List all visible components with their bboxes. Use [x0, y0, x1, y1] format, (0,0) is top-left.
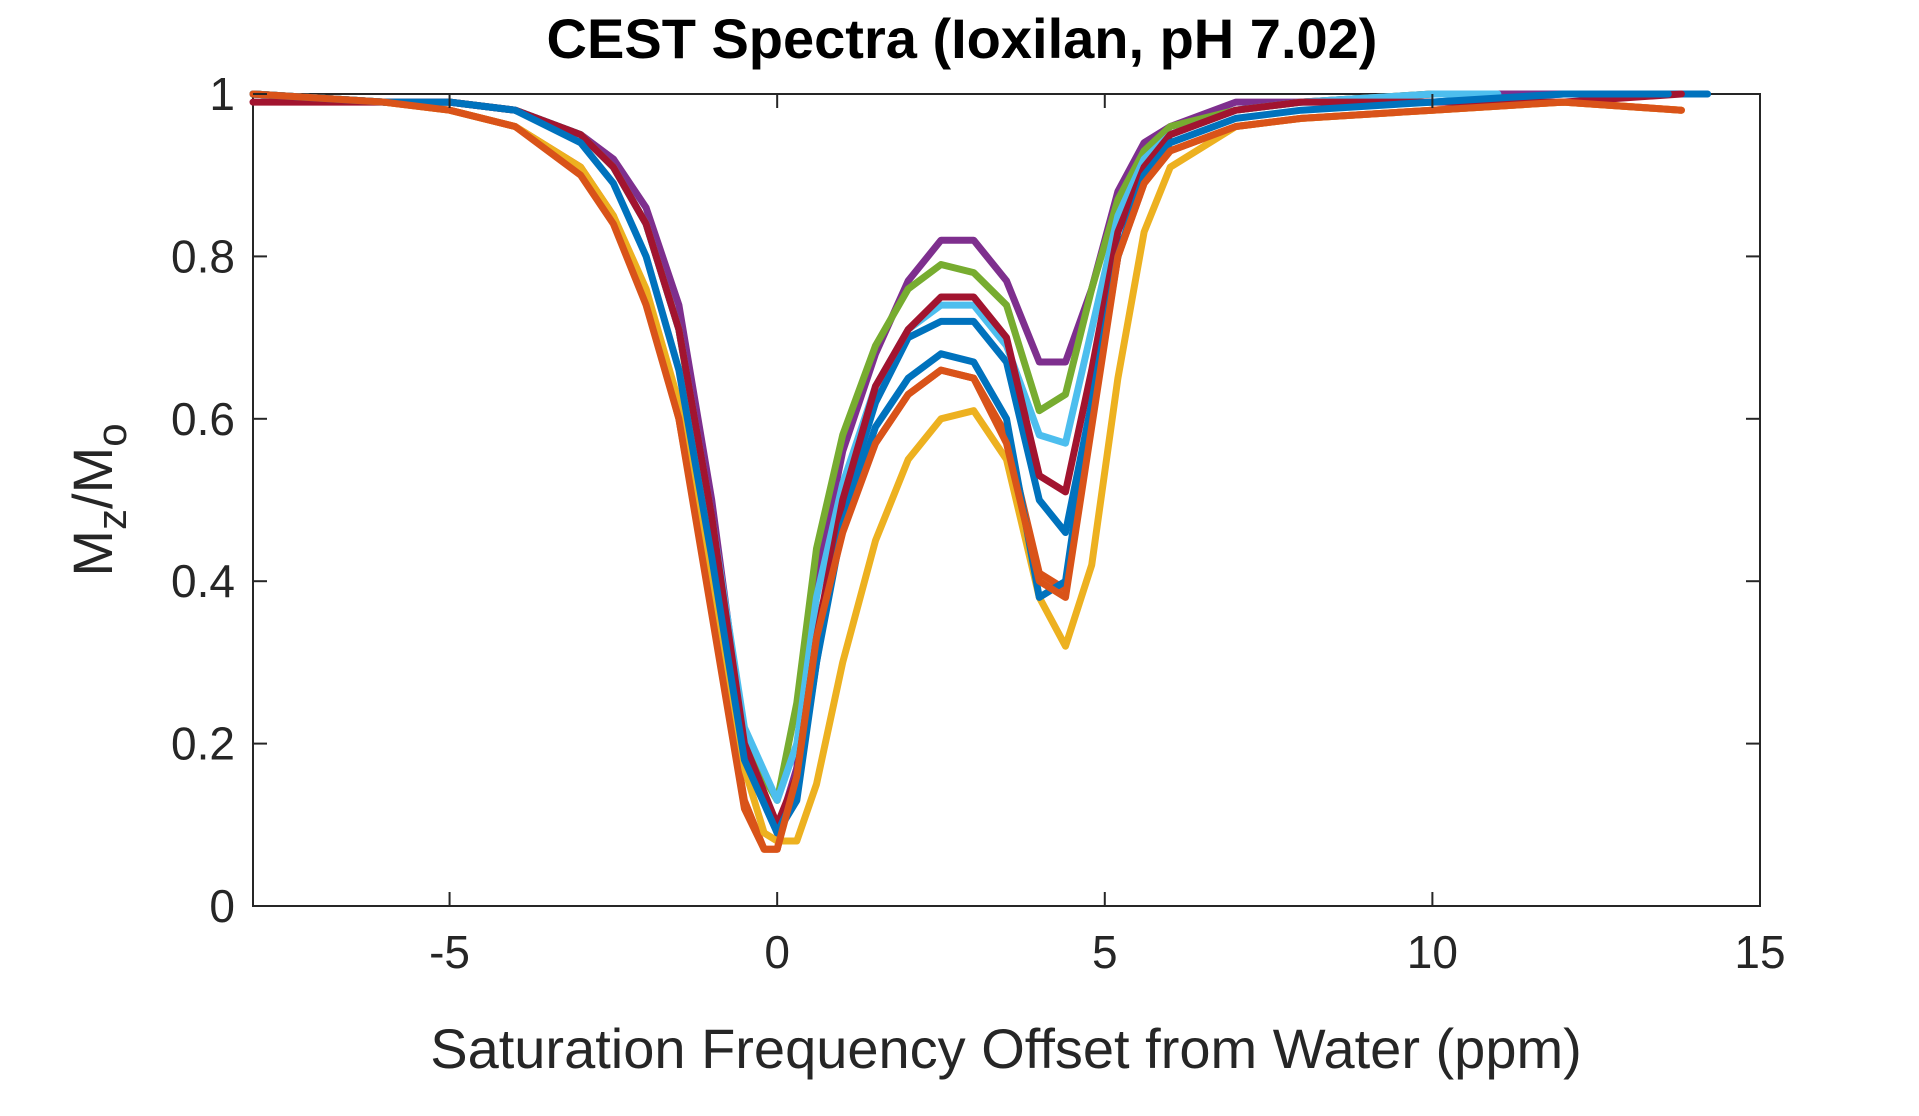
- x-tick-label: 5: [1092, 926, 1118, 978]
- series-line-3: [249, 90, 1685, 845]
- chart-title: CEST Spectra (Ioxilan, pH 7.02): [547, 7, 1378, 70]
- y-tick-label: 0.8: [171, 230, 235, 282]
- x-tick-label: 10: [1407, 926, 1458, 978]
- series-line-9: [249, 90, 1685, 853]
- y-tick-label: 0.6: [171, 393, 235, 445]
- y-label-sub-o: o: [88, 423, 135, 446]
- plot-frame: [252, 93, 1761, 907]
- y-tick-label: 1: [209, 68, 235, 120]
- y-tick-label: 0: [209, 880, 235, 932]
- x-tick-label: 15: [1734, 926, 1785, 978]
- x-axis-ticks: -5 0 5 10 15: [429, 94, 1786, 978]
- series-layer: [249, 90, 1712, 853]
- series-line-7: [249, 90, 1685, 829]
- y-label-sub-z: z: [88, 509, 135, 530]
- y-tick-label: 0.4: [171, 555, 235, 607]
- series-line-8: [249, 90, 1672, 837]
- x-tick-label: -5: [429, 926, 470, 978]
- y-axis-label: Mz/Mo: [61, 423, 135, 576]
- plot-area: -5 0 5 10 15 0 0.2 0.4 0.6 0.8 1: [171, 68, 1786, 978]
- y-axis-ticks: 0 0.2 0.4 0.6 0.8 1: [171, 68, 1760, 932]
- y-label-mid: /M: [61, 447, 124, 509]
- y-label-base: M: [61, 530, 124, 577]
- x-tick-label: 0: [764, 926, 790, 978]
- x-axis-label: Saturation Frequency Offset from Water (…: [430, 1017, 1582, 1080]
- y-tick-label: 0.2: [171, 718, 235, 770]
